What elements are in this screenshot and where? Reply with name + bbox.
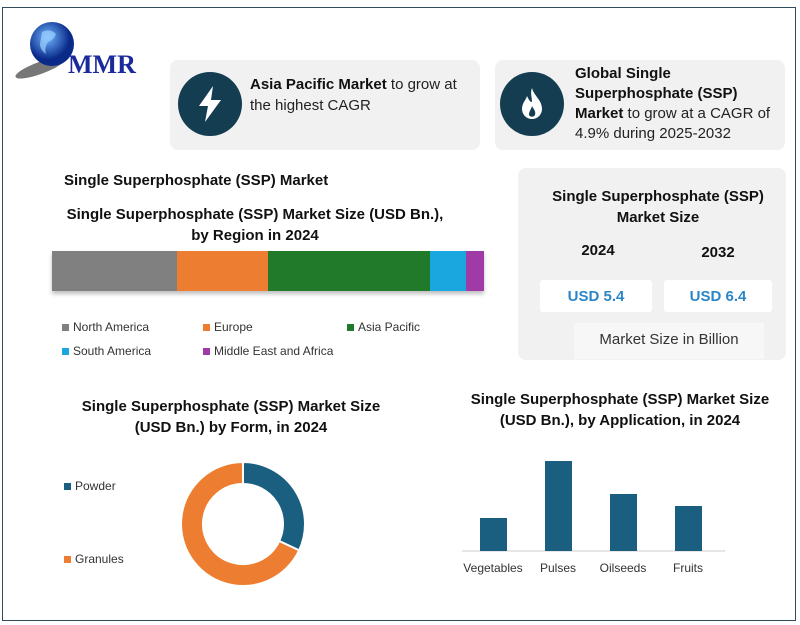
highlight-bold: Asia Pacific Market [250,76,387,93]
highlight-bold: Global Single Superphosphate (SSP) Marke… [575,65,738,122]
category-label: Fruits [673,561,703,575]
form-chart-title: Single Superphosphate (SSP) Market Size … [81,398,381,436]
legend-item: Granules [64,552,124,566]
legend-item: Europe [203,320,253,334]
legend-swatch [62,323,69,331]
region-segment-middle-east-and-africa [465,251,484,291]
region-stacked-bar [52,251,484,291]
highlight-text: to grow at the highest CAGR [250,76,457,114]
legend-label: Europe [214,320,253,334]
region-segment-asia-pacific [267,251,430,291]
highlight-card-cagr: Global Single Superphosphate (SSP) Marke… [495,60,785,150]
market-size-panel: Single Superphosphate (SSP) Market Size … [518,168,786,360]
legend-label: Asia Pacific [358,320,421,334]
legend-swatch [64,555,71,563]
legend-swatch [64,482,71,490]
legend-swatch [62,347,69,355]
legend-label: Granules [75,552,124,566]
legend-swatch [203,347,210,355]
bar-fruits [675,506,702,551]
bar-oilseeds [610,494,637,551]
value-2032: USD 6.4 [664,280,772,312]
lightning-icon [178,72,242,136]
legend-swatch [203,323,210,331]
application-bar-chart [462,461,725,552]
legend-swatch [347,323,354,331]
flame-icon [500,72,564,136]
application-chart-title: Single Superphosphate (SSP) Market Size … [470,391,770,429]
value-2024: USD 5.4 [540,280,652,312]
highlight-text: to grow at a CAGR of 4.9% during 2025-20… [575,105,771,142]
region-chart-title: Single Superphosphate (SSP) Market Size … [66,206,444,244]
category-label: Oilseeds [599,561,647,575]
legend-label: Powder [75,479,116,493]
legend-label: Middle East and Africa [214,344,334,358]
logo-text: MMR [68,50,136,79]
market-size-title: Single Superphosphate (SSP) Market Size [552,188,764,226]
legend-label: North America [73,320,150,334]
section-title: Single Superphosphate (SSP) Market [64,172,329,189]
legend-item: South America [62,344,151,358]
bar-vegetables [480,518,507,551]
highlight-card-asia: Asia Pacific Market to grow at the highe… [170,60,480,150]
region-segment-north-america [52,251,178,291]
year-2032: 2032 [701,244,735,261]
legend-item: Powder [64,479,116,493]
category-label: Vegetables [463,561,523,575]
region-segment-south-america [429,251,466,291]
donut-slice-powder [242,460,306,552]
legend-label: South America [73,344,152,358]
legend-item: North America [62,320,149,334]
form-donut-chart [180,460,306,587]
bar-pulses [545,461,572,551]
legend-item: Middle East and Africa [203,344,333,358]
category-label: Pulses [539,561,577,575]
donut-slice-granules [180,460,301,587]
mmr-logo: MMR [12,18,162,80]
year-2024: 2024 [581,242,615,259]
globe-icon [15,22,74,79]
infographic-frame [2,7,796,621]
legend-item: Asia Pacific [347,320,420,334]
region-segment-europe [177,251,268,291]
market-size-footer: Market Size in Billion [574,323,764,359]
